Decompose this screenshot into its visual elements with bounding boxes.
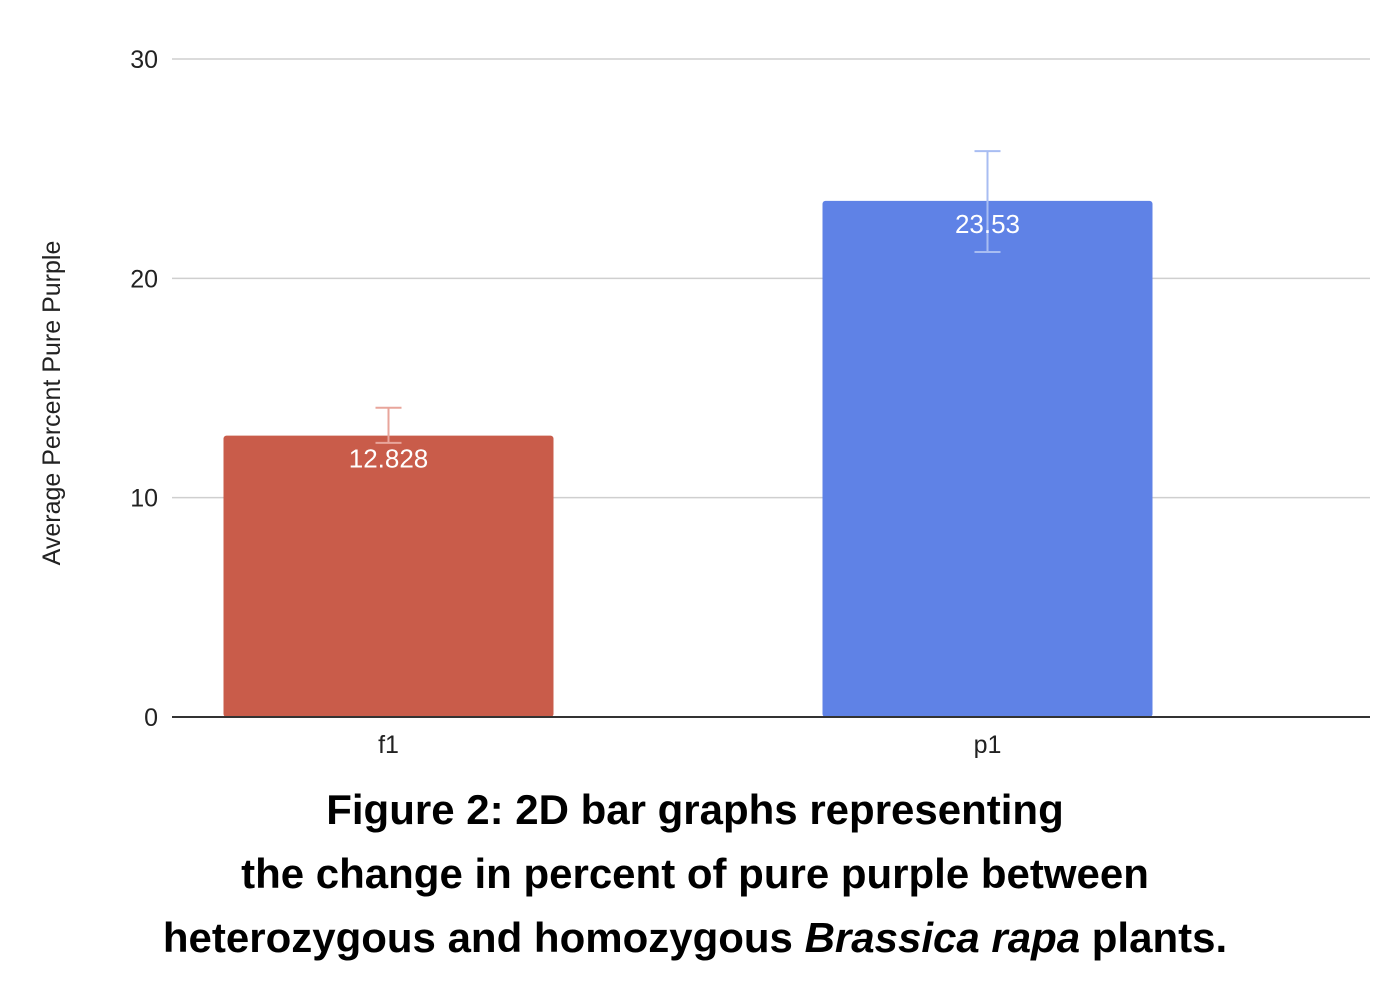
y-tick-labels: 0 10 20 30: [130, 46, 158, 732]
y-tick-label: 20: [130, 265, 158, 293]
y-tick-label: 30: [130, 46, 158, 74]
bar-f1: [223, 435, 554, 717]
figure-caption: Figure 2: 2D bar graphs representing the…: [0, 778, 1390, 970]
caption-line-3-end: plants.: [1080, 914, 1228, 961]
value-label-p1: 23.53: [955, 209, 1020, 239]
y-axis-label: Average Percent Pure Purple: [38, 241, 66, 566]
gridlines: [172, 58, 1370, 499]
bar-chart: 0 10 20 30 12.828 23.53 f1 p1 Average Percent…: [38, 46, 1370, 759]
bars: [223, 200, 1153, 717]
value-labels: 12.828 23.53: [349, 209, 1020, 474]
value-label-f1: 12.828: [349, 444, 429, 474]
caption-line-2: the change in percent of pure purple bet…: [241, 850, 1149, 897]
bar-p1: [822, 200, 1153, 717]
error-bars: [375, 150, 1001, 444]
caption-line-3: heterozygous and homozygous Brassica rap…: [0, 906, 1390, 970]
caption-line-1: Figure 2: 2D bar graphs representing: [326, 786, 1064, 833]
caption-species-name: Brassica rapa: [804, 914, 1081, 961]
caption-line-3-start: heterozygous and homozygous: [162, 914, 805, 961]
y-tick-label: 0: [144, 704, 158, 732]
x-tick-label-p1: p1: [974, 731, 1002, 759]
x-tick-label-f1: f1: [378, 731, 399, 759]
x-tick-labels: f1 p1: [378, 731, 1001, 759]
y-tick-label: 10: [130, 485, 158, 513]
